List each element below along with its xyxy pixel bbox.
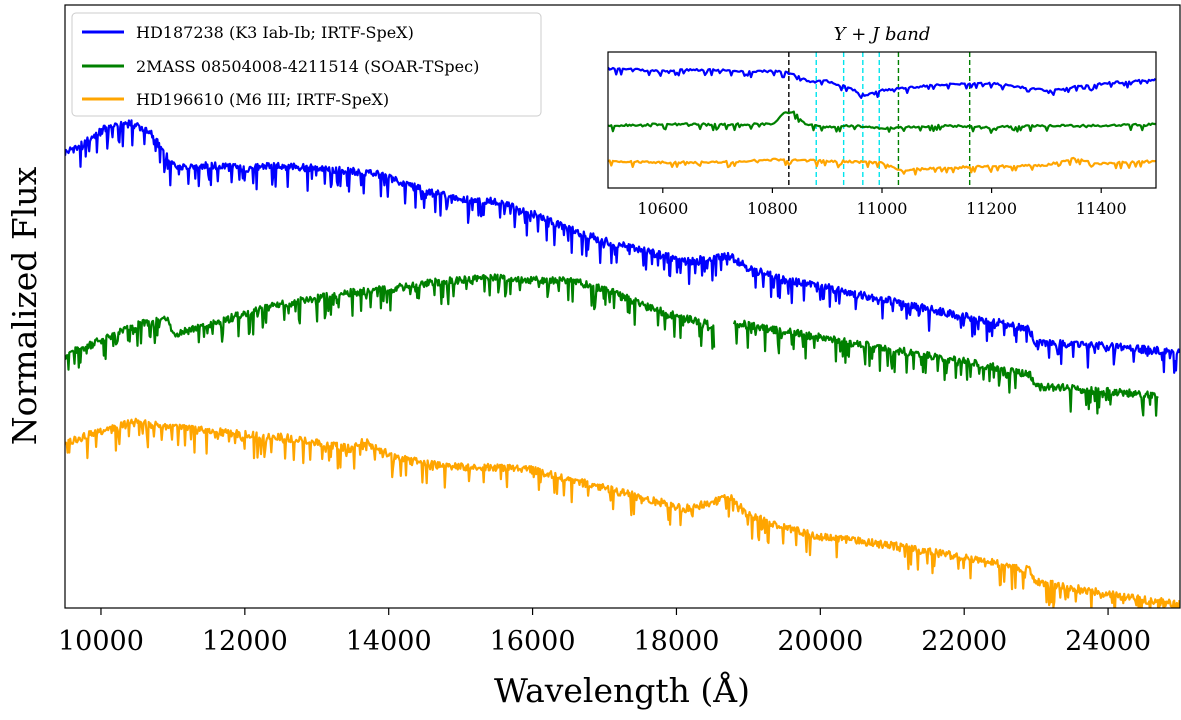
legend: HD187238 (K3 Iab-Ib; IRTF-SpeX) 2MASS 08… <box>71 12 542 117</box>
x-tick-label: 14000 <box>346 626 432 657</box>
x-tick-label: 16000 <box>490 626 576 657</box>
inset-background <box>608 52 1156 188</box>
legend-label-hd196610: HD196610 (M6 III; IRTF-SpeX) <box>136 90 389 109</box>
x-tick-label: 18000 <box>633 626 719 657</box>
inset-x-tick-label: 10800 <box>747 199 798 218</box>
main-x-ticks: 10000 12000 14000 16000 18000 20000 22000 24000 <box>58 608 1151 657</box>
inset-x-tick-label: 11400 <box>1076 199 1127 218</box>
spectrum-hd187238 <box>65 119 1180 374</box>
x-axis-label: Wavelength (Å) <box>494 670 750 710</box>
inset-title: Y + J band <box>834 24 931 45</box>
legend-box <box>71 12 542 117</box>
spectrum-hd196610 <box>65 417 1180 608</box>
legend-label-2mass: 2MASS 08504008-4211514 (SOAR-TSpec) <box>136 57 479 76</box>
inset-spectrum-hd196610 <box>608 156 1156 176</box>
inset-spectrum-2mass <box>608 110 1156 134</box>
x-tick-label: 24000 <box>1065 626 1151 657</box>
inset-x-tick-label: 11200 <box>966 199 1017 218</box>
inset-chart: 10600 10800 11000 11200 11400 Y + J band <box>607 24 1157 218</box>
inset-spectrum-hd187238 <box>608 66 1156 99</box>
y-axis-label: Normalized Flux <box>5 166 44 445</box>
main-axes-frame <box>64 4 1181 609</box>
x-tick-label: 10000 <box>58 626 144 657</box>
x-tick-label: 22000 <box>921 626 1007 657</box>
legend-label-hd187238: HD187238 (K3 Iab-Ib; IRTF-SpeX) <box>136 23 414 42</box>
inset-x-tick-label: 10600 <box>637 199 688 218</box>
inset-x-tick-label: 11000 <box>857 199 908 218</box>
x-tick-label: 20000 <box>777 626 863 657</box>
spectrum-2mass <box>65 273 1159 417</box>
main-series-group <box>65 119 1180 608</box>
inset-series-group <box>608 66 1156 176</box>
x-tick-label: 12000 <box>202 626 288 657</box>
inset-x-ticks: 10600 10800 11000 11200 11400 <box>637 188 1127 218</box>
